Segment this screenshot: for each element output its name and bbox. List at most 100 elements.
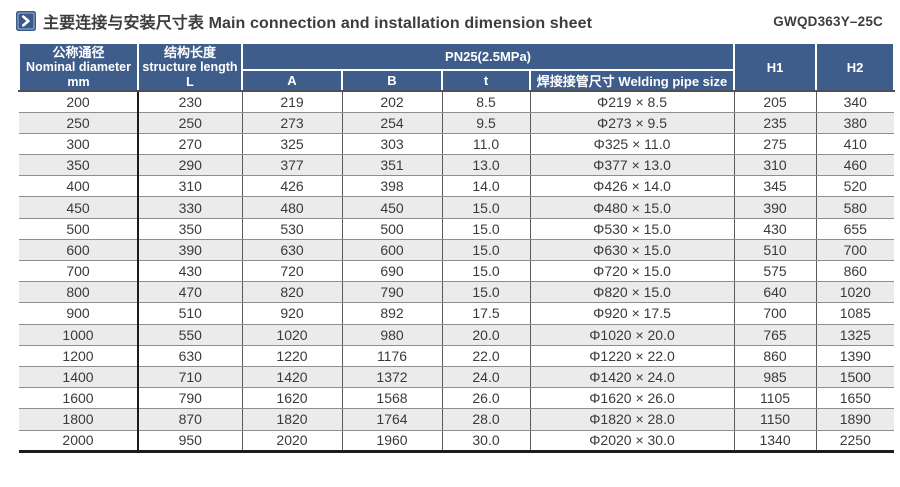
cell-welding-pipe-size: Φ1420 × 24.0	[530, 366, 735, 389]
cell-t: 15.0	[442, 239, 531, 262]
model-code: GWQD363Y–25C	[773, 13, 883, 29]
cell-t: 17.5	[442, 302, 531, 325]
cell-welding-pipe-size: Φ1820 × 28.0	[530, 408, 735, 431]
cell-structure-length-l: 630	[138, 345, 243, 367]
cell-a: 720	[242, 260, 343, 283]
col-header-nominal-diameter: 公称通径 Nominal diameter mm	[18, 42, 139, 92]
cell-h1: 700	[734, 302, 817, 325]
cell-nominal-diameter: 900	[19, 302, 139, 325]
cell-structure-length-l: 330	[138, 196, 243, 219]
cell-a: 820	[242, 281, 343, 304]
cell-structure-length-l: 390	[138, 239, 243, 262]
cell-structure-length-l: 310	[138, 175, 243, 198]
cell-h1: 430	[734, 218, 817, 240]
cell-a: 480	[242, 196, 343, 219]
cell-t: 22.0	[442, 345, 531, 367]
cell-b: 202	[342, 91, 443, 113]
cell-structure-length-l: 790	[138, 387, 243, 410]
title-group: 主要连接与安装尺寸表 Main connection and installat…	[16, 9, 592, 33]
chevron-badge-icon	[16, 11, 36, 31]
cell-h2: 700	[816, 239, 895, 262]
cell-nominal-diameter: 250	[19, 112, 139, 134]
cell-structure-length-l: 270	[138, 133, 243, 156]
cell-a: 530	[242, 218, 343, 240]
cell-t: 9.5	[442, 112, 531, 134]
cell-a: 325	[242, 133, 343, 156]
page-title-en: Main connection and installation dimensi…	[208, 15, 593, 32]
col-header-h2: H2	[815, 42, 896, 92]
cell-welding-pipe-size: Φ530 × 15.0	[530, 218, 735, 240]
cell-structure-length-l: 550	[138, 324, 243, 346]
cell-a: 426	[242, 175, 343, 198]
col-header-h1: H1	[733, 42, 818, 92]
col-header-structure-length-unit: L	[186, 74, 194, 89]
table-row: 1600 790 1620 1568 26.0 Φ1620 × 26.0 1105 1650	[19, 387, 895, 410]
cell-h1: 1340	[734, 430, 817, 452]
cell-h1: 310	[734, 154, 817, 177]
cell-h1: 1105	[734, 387, 817, 410]
cell-welding-pipe-size: Φ219 × 8.5	[530, 91, 735, 113]
cell-a: 377	[242, 154, 343, 177]
cell-a: 2020	[242, 430, 343, 452]
cell-nominal-diameter: 1400	[19, 366, 139, 389]
cell-nominal-diameter: 500	[19, 218, 139, 240]
cell-welding-pipe-size: Φ273 × 9.5	[530, 112, 735, 134]
cell-h2: 860	[816, 260, 895, 283]
cell-welding-pipe-size: Φ1620 × 26.0	[530, 387, 735, 410]
col-header-structure-length-zh: 结构长度	[163, 44, 216, 60]
cell-nominal-diameter: 600	[19, 239, 139, 262]
cell-nominal-diameter: 1200	[19, 345, 139, 367]
cell-t: 15.0	[442, 196, 531, 219]
col-header-nominal-diameter-zh: 公称通径	[52, 44, 105, 60]
table-row: 1000 550 1020 980 20.0 Φ1020 × 20.0 765 1325	[19, 324, 895, 346]
col-header-b: B	[341, 69, 443, 92]
table-row: 1400 710 1420 1372 24.0 Φ1420 × 24.0 985 1500	[19, 366, 895, 389]
cell-b: 1764	[342, 408, 443, 431]
cell-structure-length-l: 250	[138, 112, 243, 134]
cell-a: 920	[242, 302, 343, 325]
cell-welding-pipe-size: Φ426 × 14.0	[530, 175, 735, 198]
col-header-welding-pipe-size: 焊接接管尺寸 Welding pipe size	[528, 69, 736, 92]
cell-b: 1568	[342, 387, 443, 410]
cell-structure-length-l: 350	[138, 218, 243, 240]
cell-t: 13.0	[442, 154, 531, 177]
table-row: 600 390 630 600 15.0 Φ630 × 15.0 510 700	[19, 239, 895, 262]
cell-welding-pipe-size: Φ920 × 17.5	[530, 302, 735, 325]
col-header-a: A	[241, 69, 343, 92]
cell-b: 690	[342, 260, 443, 283]
cell-t: 11.0	[442, 133, 531, 156]
cell-welding-pipe-size: Φ820 × 15.0	[530, 281, 735, 304]
cell-h1: 235	[734, 112, 817, 134]
cell-nominal-diameter: 200	[19, 91, 139, 113]
cell-structure-length-l: 290	[138, 154, 243, 177]
cell-b: 254	[342, 112, 443, 134]
table-body: 200 230 219 202 8.5 Φ219 × 8.5 205 340 250 250 273…	[19, 91, 895, 452]
page-title: 主要连接与安装尺寸表 Main connection and installat…	[43, 9, 592, 33]
table-row: 200 230 219 202 8.5 Φ219 × 8.5 205 340	[19, 91, 895, 113]
cell-h2: 520	[816, 175, 895, 198]
cell-b: 351	[342, 154, 443, 177]
cell-h2: 1325	[816, 324, 895, 346]
cell-h1: 765	[734, 324, 817, 346]
cell-nominal-diameter: 1600	[19, 387, 139, 410]
cell-t: 26.0	[442, 387, 531, 410]
cell-t: 8.5	[442, 91, 531, 113]
cell-welding-pipe-size: Φ720 × 15.0	[530, 260, 735, 283]
cell-t: 15.0	[442, 218, 531, 240]
cell-h2: 410	[816, 133, 895, 156]
cell-a: 1820	[242, 408, 343, 431]
cell-t: 30.0	[442, 430, 531, 452]
cell-nominal-diameter: 1000	[19, 324, 139, 346]
cell-h1: 510	[734, 239, 817, 262]
cell-b: 790	[342, 281, 443, 304]
cell-nominal-diameter: 350	[19, 154, 139, 177]
cell-structure-length-l: 870	[138, 408, 243, 431]
cell-h2: 1650	[816, 387, 895, 410]
table-row: 450 330 480 450 15.0 Φ480 × 15.0 390 580	[19, 196, 895, 219]
col-header-structure-length: 结构长度 structure length L	[137, 42, 243, 92]
cell-t: 15.0	[442, 281, 531, 304]
cell-h1: 575	[734, 260, 817, 283]
cell-a: 1620	[242, 387, 343, 410]
cell-welding-pipe-size: Φ1020 × 20.0	[530, 324, 735, 346]
page-title-zh: 主要连接与安装尺寸表	[43, 15, 205, 32]
